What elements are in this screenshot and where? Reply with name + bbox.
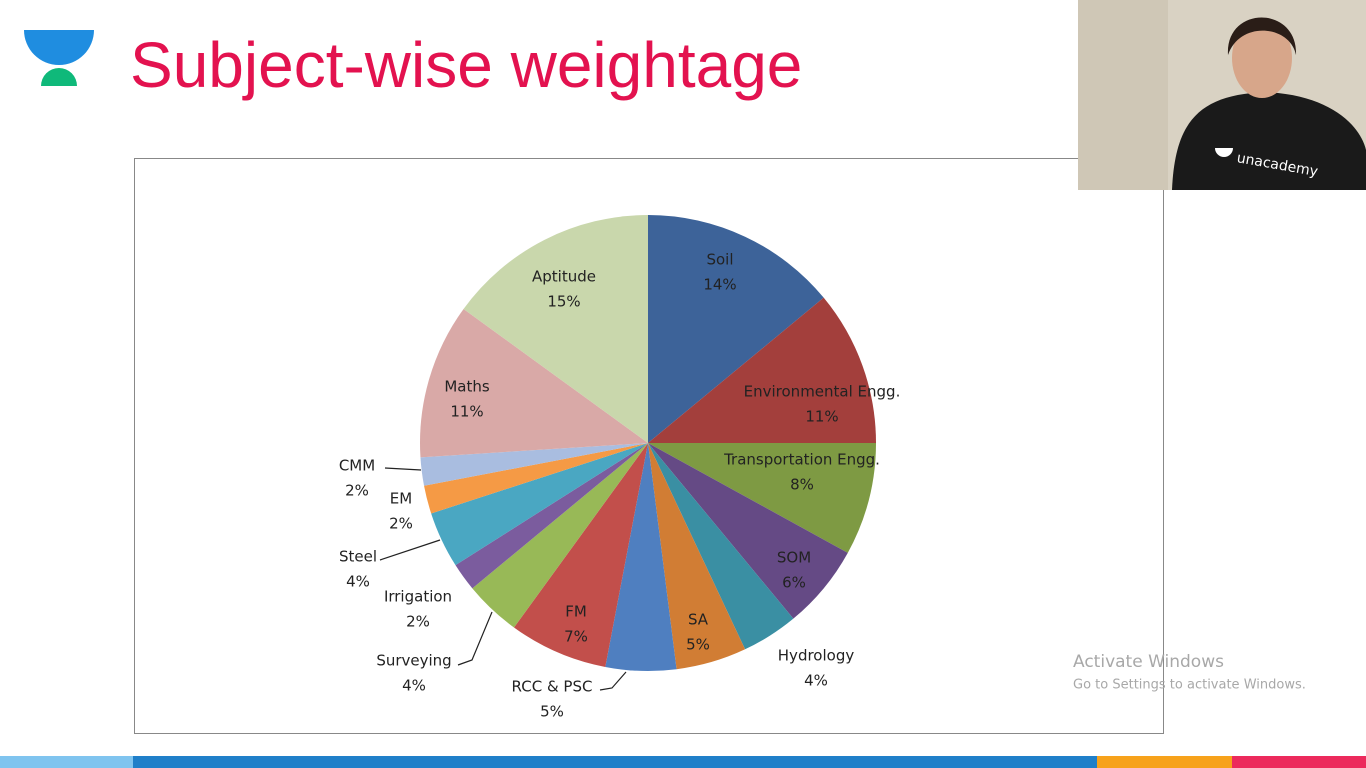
slice-label: SOM	[777, 549, 811, 567]
logo	[24, 30, 94, 86]
slice-label: Transportation Engg.	[723, 451, 880, 469]
slice-label: Surveying	[376, 652, 451, 670]
slide-title: Subject-wise weightage	[130, 29, 802, 101]
pie-slice	[424, 443, 648, 514]
pie-slice	[420, 308, 648, 458]
pie-slice	[431, 443, 648, 566]
slice-value-label: 4%	[402, 677, 426, 695]
slice-value-label: 2%	[389, 515, 413, 533]
pie-slice	[605, 443, 677, 671]
slice-value-label: 8%	[790, 476, 814, 494]
pie-slice	[648, 443, 746, 670]
slice-label: Aptitude	[532, 268, 596, 286]
pie-slice	[420, 443, 648, 486]
slice-label: CMM	[339, 457, 375, 475]
slice-label: Irrigation	[384, 588, 452, 606]
leader-line	[379, 539, 441, 561]
slice-value-label: 5%	[540, 703, 564, 721]
watermark-subtitle: Go to Settings to activate Windows.	[1073, 678, 1306, 693]
slice-label: Hydrology	[778, 647, 855, 665]
slice-value-label: 4%	[346, 573, 370, 591]
pie-slice	[463, 215, 648, 443]
leader-line	[384, 467, 422, 471]
slice-value-label: 11%	[450, 403, 483, 421]
pie-slice	[648, 443, 794, 650]
pie-slice	[648, 443, 848, 619]
slice-value-label: 2%	[406, 613, 430, 631]
leader-line	[457, 611, 493, 666]
slice-value-label: 11%	[805, 408, 838, 426]
pie-slice	[472, 443, 648, 628]
webcam: unacademy	[1078, 0, 1366, 190]
watermark-title: Activate Windows	[1073, 652, 1224, 672]
slice-value-label: 2%	[345, 482, 369, 500]
slice-value-label: 15%	[547, 293, 580, 311]
slice-label: Maths	[444, 378, 490, 396]
bottom-bar	[0, 756, 1366, 768]
slice-value-label: 5%	[686, 636, 710, 654]
slice-label: FM	[565, 603, 587, 621]
pie-slice	[648, 443, 876, 553]
slice-label: EM	[390, 490, 412, 508]
slice-label: Environmental Engg.	[744, 383, 901, 401]
slice-label: Soil	[706, 251, 733, 269]
pie-slice	[648, 297, 876, 443]
slice-label: RCC & PSC	[512, 678, 593, 696]
slice-label: SA	[688, 611, 709, 629]
slice-value-label: 4%	[804, 672, 828, 690]
pie-slice	[648, 215, 824, 443]
slice-label: Steel	[339, 548, 377, 566]
pie-chart: Soil 14% Environmental Engg. 11% Transportat…	[339, 215, 901, 721]
slice-value-label: 14%	[703, 276, 736, 294]
pie-slice	[455, 443, 648, 589]
leader-line	[599, 671, 627, 691]
slice-value-label: 6%	[782, 574, 806, 592]
slice-value-label: 7%	[564, 628, 588, 646]
pie-slice	[513, 443, 648, 667]
